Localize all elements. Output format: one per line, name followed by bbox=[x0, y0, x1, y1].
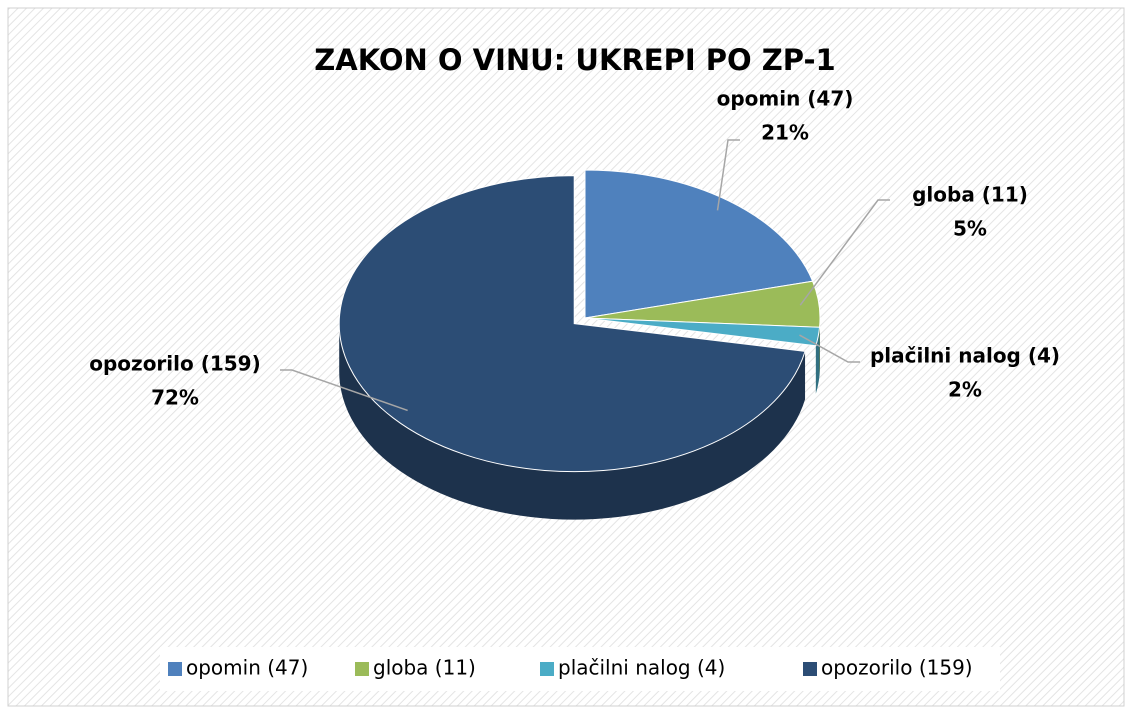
data-label-name: plačilni nalog (4) bbox=[870, 344, 1060, 368]
legend-label: opozorilo (159) bbox=[821, 656, 973, 680]
data-label-name: globa (11) bbox=[912, 183, 1028, 207]
legend-swatch bbox=[540, 662, 554, 676]
data-label: 2% bbox=[948, 378, 982, 402]
data-label-name: opomin (47) bbox=[717, 87, 854, 111]
chart-title: ZAKON O VINU: UKREPI PO ZP-1 bbox=[314, 43, 835, 77]
data-label: 21% bbox=[761, 121, 809, 145]
legend-swatch bbox=[803, 662, 817, 676]
legend-label: opomin (47) bbox=[186, 656, 308, 680]
data-label-name: opozorilo (159) bbox=[89, 352, 260, 376]
legend-swatch bbox=[355, 662, 369, 676]
legend-swatch bbox=[168, 662, 182, 676]
legend-label: plačilni nalog (4) bbox=[558, 656, 725, 680]
data-label: 72% bbox=[151, 386, 199, 410]
data-label: 5% bbox=[953, 217, 987, 241]
legend-label: globa (11) bbox=[373, 656, 476, 680]
